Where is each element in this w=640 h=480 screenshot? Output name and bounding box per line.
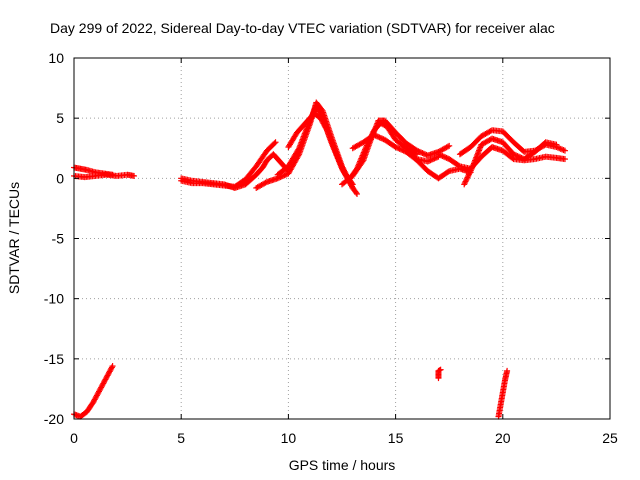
grid (74, 58, 610, 419)
y-axis-label: SDTVAR / TECUs (6, 182, 22, 294)
y-tick-label: -10 (44, 291, 64, 307)
y-tick-label: -20 (44, 411, 64, 427)
data-point (349, 181, 356, 188)
data-point (414, 147, 421, 154)
series-arc-3 (71, 363, 116, 420)
data-points (71, 99, 568, 420)
series-arc-6 (253, 99, 356, 191)
series-arc-15 (461, 135, 560, 188)
x-tick-label: 10 (281, 430, 297, 446)
series-arc-8 (285, 110, 356, 188)
x-tick-label: 15 (388, 430, 404, 446)
x-tick-label: 5 (177, 430, 185, 446)
series-arc-10 (339, 117, 453, 188)
series-arc-11 (349, 132, 442, 165)
data-point (561, 147, 568, 154)
data-point (446, 142, 453, 149)
y-tick-label: -5 (52, 231, 65, 247)
series-arc-5 (178, 151, 292, 191)
axis-ticks: 0 5 10 15 20 25 -20 -15 -10 -5 0 5 10 (44, 50, 618, 446)
x-tick-label: 0 (70, 430, 78, 446)
data-point (553, 141, 560, 148)
y-tick-label: 0 (56, 170, 64, 186)
data-point (461, 181, 468, 188)
data-point (272, 139, 279, 146)
data-point (392, 144, 399, 151)
chart-title: Day 299 of 2022, Sidereal Day-to-day VTE… (50, 20, 555, 36)
data-point (437, 366, 444, 373)
data-point (435, 151, 442, 158)
data-point (504, 367, 511, 374)
data-point (131, 172, 138, 179)
y-tick-label: -15 (44, 351, 64, 367)
y-tick-label: 10 (48, 50, 64, 66)
series-arc-2 (71, 171, 138, 181)
data-point (371, 132, 378, 139)
series-arc-17 (495, 367, 511, 420)
x-tick-label: 20 (495, 430, 511, 446)
x-axis-label: GPS time / hours (289, 457, 396, 473)
data-point (109, 363, 116, 370)
series-arc-16 (435, 366, 444, 382)
data-point (424, 158, 431, 165)
x-tick-label: 25 (602, 430, 618, 446)
y-tick-label: 5 (56, 110, 64, 126)
data-point (354, 190, 361, 197)
data-point (561, 156, 568, 163)
data-point (510, 151, 517, 158)
